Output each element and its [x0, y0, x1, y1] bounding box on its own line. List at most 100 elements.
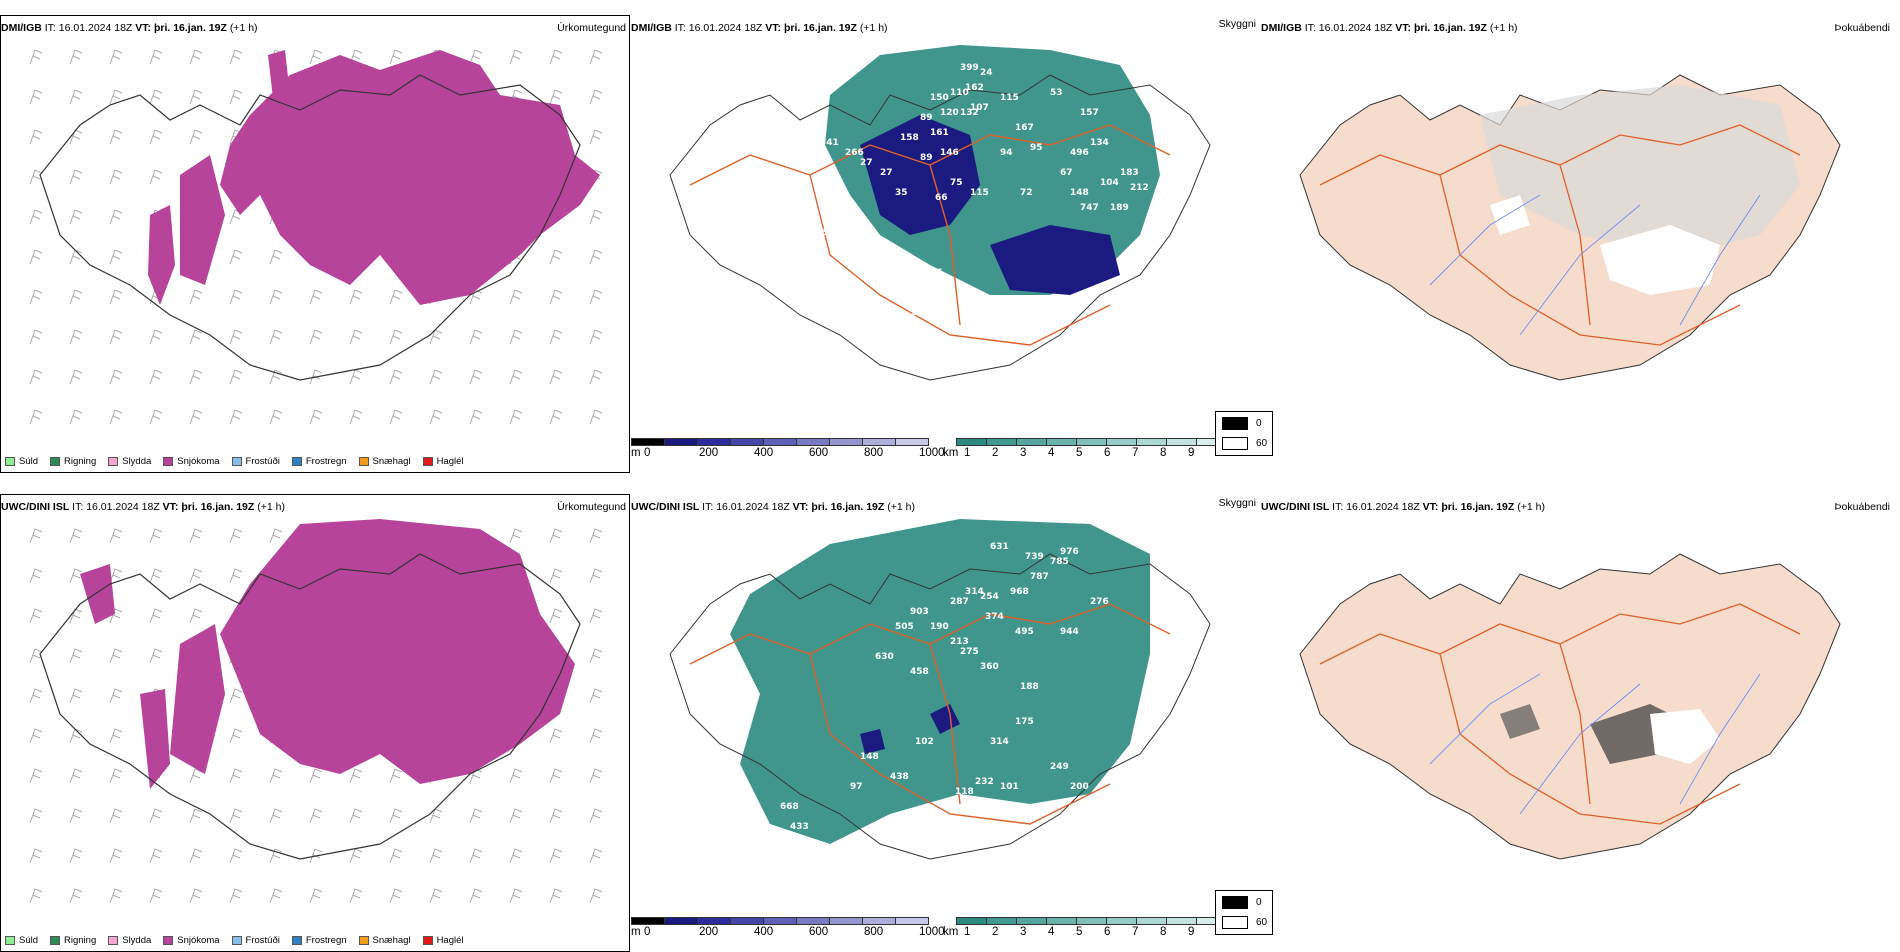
road-network: [689, 603, 1171, 825]
wind-barb: [69, 289, 83, 305]
legend-item: Snjókoma: [163, 935, 220, 946]
wind-barb: [29, 768, 43, 784]
wind-barb: [549, 249, 563, 265]
visibility-label: 158: [900, 133, 919, 143]
wind-barb: [29, 169, 43, 185]
fog-map: [1299, 74, 1841, 381]
scale-cell: [1016, 917, 1047, 925]
wind-barb: [109, 169, 123, 185]
wind-barb: [69, 129, 83, 145]
wind-barb: [189, 409, 203, 425]
scale-m-unit: m: [631, 926, 641, 938]
precip-map: [29, 49, 603, 425]
scale-tick: 200: [699, 926, 719, 938]
legend-label: Slydda: [122, 456, 152, 467]
wind-barb: [349, 289, 363, 305]
visibility-label: 232: [975, 777, 994, 787]
panel-title: DMI/IGB IT: 16.01.2024 18Z VT: þri. 16.j…: [631, 22, 888, 34]
precip-type-panel-dmi: DMI/IGB IT: 16.01.2024 18Z VT: þri. 16.j…: [0, 15, 630, 473]
visibility-label: 134: [1090, 138, 1109, 148]
wind-barb: [109, 848, 123, 864]
legend-swatch: [108, 936, 119, 945]
visibility-label: 67: [1060, 168, 1073, 178]
visibility-label: 161: [930, 128, 949, 138]
wind-barb: [589, 768, 603, 784]
scale-cell: [829, 438, 863, 446]
wind-barb: [149, 169, 163, 185]
visibility-label: 148: [860, 752, 879, 762]
visibility-label: 630: [875, 652, 894, 662]
visibility-label: 150: [930, 93, 949, 103]
legend-label: Haglél: [436, 456, 464, 467]
wind-barb: [589, 528, 603, 544]
product-name: Úrkomutegund: [557, 501, 626, 513]
wind-barb: [189, 608, 203, 624]
visibility-label: 668: [780, 802, 799, 812]
visibility-label: 115: [810, 228, 829, 238]
precip-legend: Súld Rigning Slydda Snjókoma Frostúði Frostre…: [5, 456, 464, 467]
very-low-visibility-area: [930, 704, 960, 734]
wind-barb: [229, 808, 243, 824]
scale-tick: 3: [1020, 926, 1027, 938]
wind-barb: [69, 728, 83, 744]
iceland-coastline: [669, 74, 1211, 381]
wind-barb: [69, 329, 83, 345]
wind-barb: [389, 848, 403, 864]
fog-panel-dmi: DMI/IGB IT: 16.01.2024 18Z VT: þri. 16.j…: [1215, 15, 1890, 473]
scale-cell: [763, 438, 797, 446]
wind-barb: [269, 249, 283, 265]
wind-barb: [29, 329, 43, 345]
scale-cell: [1166, 438, 1197, 446]
fog-tick-high: 60: [1256, 917, 1268, 928]
wind-barb: [389, 369, 403, 385]
wind-barb: [549, 329, 563, 345]
visibility-label: 249: [1050, 762, 1069, 772]
wind-barb: [549, 728, 563, 744]
wind-barb: [549, 568, 563, 584]
wind-barb: [69, 528, 83, 544]
visibility-label: 31: [870, 238, 883, 248]
wind-barb: [69, 888, 83, 904]
wind-barb: [149, 848, 163, 864]
legend-swatch: [291, 936, 302, 945]
wind-barb: [189, 888, 203, 904]
glacier-area: [1600, 225, 1720, 295]
precip-legend: Súld Rigning Slydda Snjókoma Frostúði Frostre…: [5, 935, 464, 946]
wind-barb: [469, 848, 483, 864]
legend-swatch: [50, 936, 61, 945]
wind-barb: [109, 369, 123, 385]
wind-barb: [109, 49, 123, 65]
scale-km-unit: km: [943, 447, 959, 459]
iceland-coastline: [39, 553, 581, 860]
scale-m-unit: m: [631, 447, 641, 459]
wind-barb: [229, 329, 243, 345]
wind-barb: [229, 888, 243, 904]
snowfall-area: [268, 50, 290, 115]
visibility-label: 72: [1020, 188, 1033, 198]
visibility-label: 968: [1010, 587, 1029, 597]
wind-barb: [509, 848, 523, 864]
wind-barb: [389, 289, 403, 305]
wind-barb: [229, 848, 243, 864]
wind-barb: [29, 528, 43, 544]
wind-barb: [589, 688, 603, 704]
legend-swatch: [231, 936, 242, 945]
legend-item: Slydda: [108, 935, 151, 946]
visibility-label: 496: [1070, 148, 1089, 158]
wind-barb: [349, 409, 363, 425]
wind-barb: [389, 409, 403, 425]
scale-tick: 1000: [919, 447, 945, 459]
wind-barb: [469, 409, 483, 425]
scale-tick: 1: [964, 926, 971, 938]
visibility-label: 785: [1050, 557, 1069, 567]
visibility-label: 162: [965, 83, 984, 93]
fog-swatch-low: [1222, 417, 1248, 430]
visibility-label: 314: [990, 737, 1009, 747]
wind-barb: [229, 688, 243, 704]
wind-barb: [109, 89, 123, 105]
wind-barb: [589, 89, 603, 105]
wind-barb: [549, 369, 563, 385]
wind-barb: [589, 568, 603, 584]
wind-barb: [109, 688, 123, 704]
wind-barb: [29, 49, 43, 65]
